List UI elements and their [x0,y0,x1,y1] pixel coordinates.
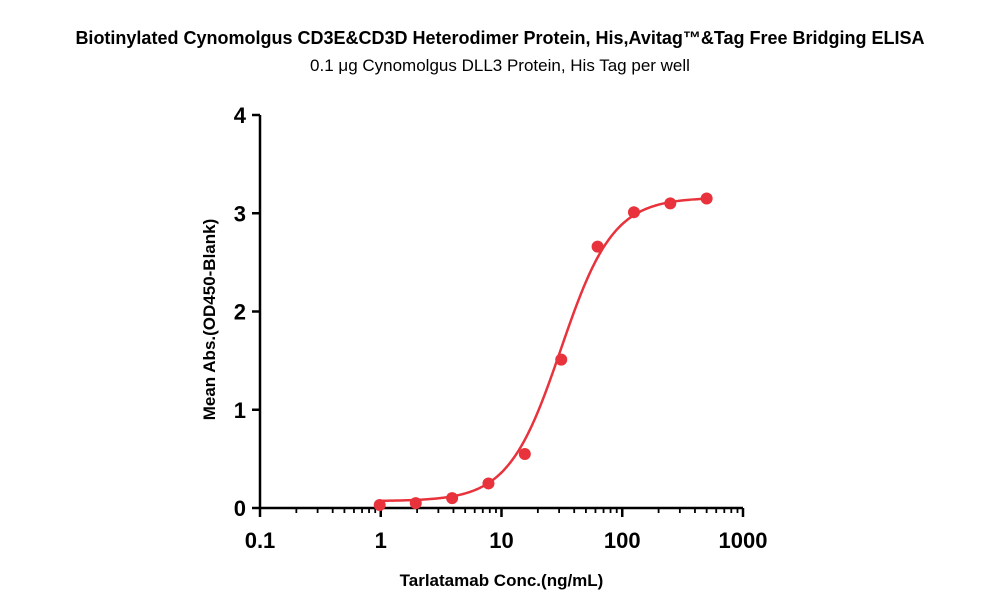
data-point [482,477,495,490]
data-point [627,206,640,219]
x-tick-label: 1000 [719,528,768,553]
data-point [700,192,713,205]
chart-title: Biotinylated Cynomolgus CD3E&CD3D Hetero… [75,28,925,48]
chart-subtitle: 0.1 μg Cynomolgus DLL3 Protein, His Tag … [310,56,690,75]
axes [252,113,745,517]
x-tick-label: 100 [604,528,641,553]
data-point [373,499,386,512]
x-tick-label: 0.1 [245,528,276,553]
data-point [518,447,531,460]
data-point [446,492,459,505]
fit-curve [379,197,707,503]
data-point [591,240,604,253]
y-tick-label: 4 [234,103,247,128]
data-point [409,497,422,510]
y-tick-label: 0 [234,496,246,521]
y-tick-label: 1 [234,398,246,423]
x-tick-label: 10 [489,528,513,553]
data-points [373,192,713,512]
x-tick-label: 1 [375,528,387,553]
data-point [664,197,677,210]
x-axis-label: Tarlatamab Conc.(ng/mL) [400,571,604,590]
y-tick-label: 3 [234,201,246,226]
y-tick-label: 2 [234,300,246,325]
y-axis-label: Mean Abs.(OD450-Blank) [200,219,219,421]
data-point [555,353,568,366]
tick-labels: 0 1 2 3 4 0.1 1 10 100 1000 [234,103,768,553]
